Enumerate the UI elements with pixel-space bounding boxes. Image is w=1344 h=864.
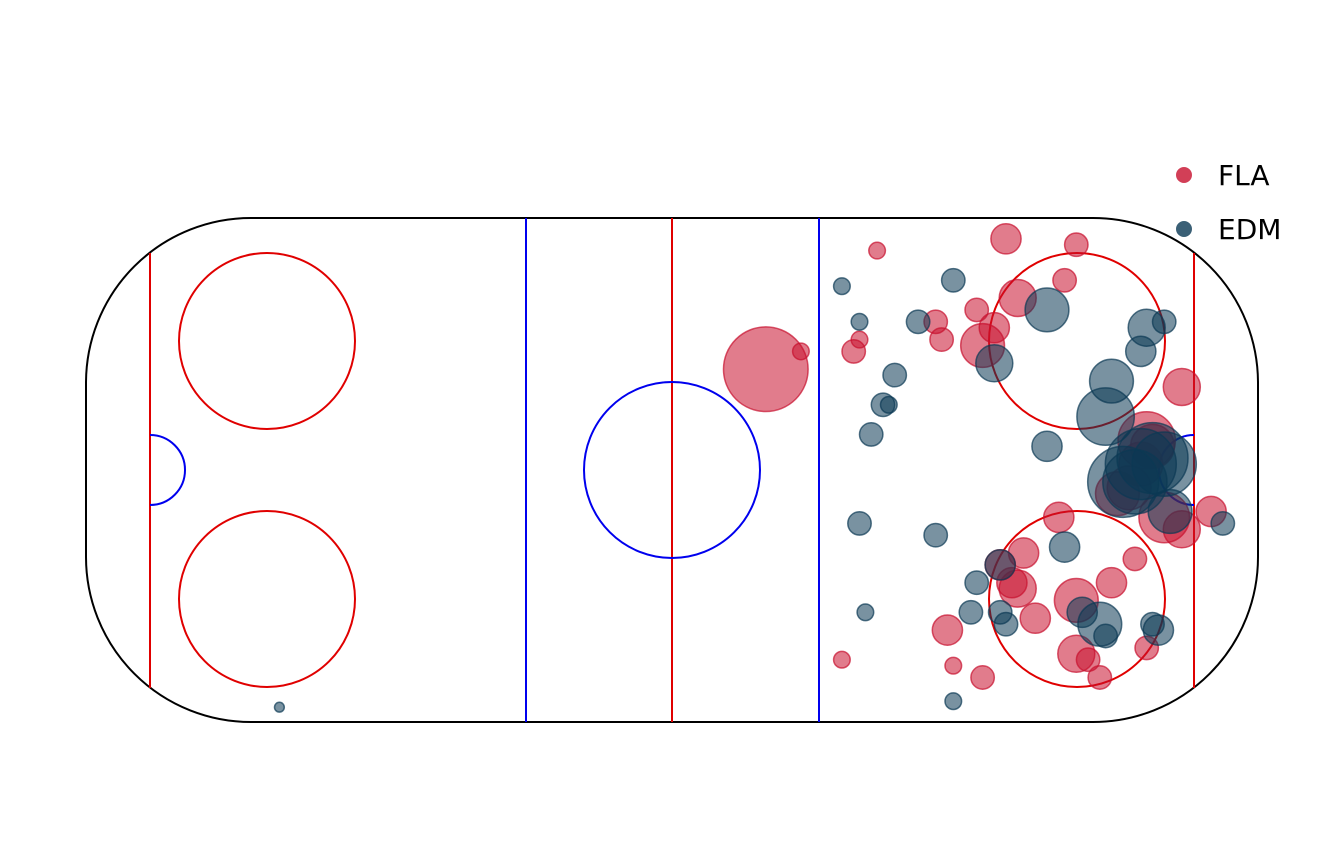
shot-point-edm [940, 267, 966, 293]
shot-point-fla [1063, 232, 1089, 258]
shot-point-edm [1124, 335, 1157, 368]
legend-marker-edm [1176, 221, 1192, 237]
shot-point-fla [1087, 665, 1113, 690]
shot-point-fla [944, 656, 963, 675]
shot-point-fla [841, 338, 867, 364]
shot-point-edm [958, 599, 984, 625]
shot-point-fla [1122, 546, 1148, 572]
shot-point-fla [931, 614, 964, 646]
shot-point-edm [905, 309, 931, 335]
shot-point-fla [868, 241, 887, 260]
legend-label-fla: FLA [1218, 158, 1270, 192]
shot-point-edm [832, 277, 851, 296]
shot-point-fla [791, 342, 810, 361]
shot-point-fla [832, 650, 851, 669]
shot-point-fla [1052, 267, 1078, 293]
shot-point-edm [847, 510, 872, 536]
shot-markers [273, 222, 1236, 713]
shot-point-edm [964, 570, 990, 596]
legend-label-edm: EDM [1218, 212, 1282, 246]
shot-point-fla [1095, 566, 1128, 599]
shot-point-edm [870, 392, 896, 418]
shot-point-edm [858, 421, 884, 447]
legend-item-edm: EDM [1168, 202, 1281, 256]
shot-point-edm [1024, 287, 1070, 333]
shot-point-edm [923, 522, 949, 548]
shot-point-edm [1142, 614, 1175, 646]
center-ice-circle [583, 381, 761, 559]
shot-point-fla [1162, 367, 1202, 407]
shot-point-fla [1019, 602, 1052, 635]
legend-marker-fla [1176, 167, 1192, 183]
shot-point-fla [929, 327, 955, 353]
shot-point-edm [1147, 488, 1193, 535]
shot-point-fla [998, 569, 1037, 608]
shot-point-fla [990, 222, 1022, 255]
legend-item-fla: FLA [1168, 148, 1281, 202]
shot-point-edm [273, 701, 286, 713]
shot-point-edm [1210, 510, 1236, 536]
shot-point-edm [1048, 531, 1081, 563]
shot-point-edm [1151, 309, 1177, 335]
shot-point-fla [1042, 501, 1075, 534]
shot-point-fla [722, 326, 809, 413]
legend: FLA EDM [1168, 148, 1281, 256]
shot-point-edm [993, 611, 1019, 637]
faceoff-circle-left-top [178, 252, 356, 430]
shot-point-edm [1093, 623, 1119, 649]
shot-point-edm [850, 312, 869, 331]
series-edm [273, 267, 1236, 713]
shot-point-edm [944, 692, 963, 711]
shot-point-edm [1086, 445, 1160, 519]
shot-point-edm [882, 362, 908, 388]
shot-point-edm [1076, 387, 1136, 447]
left-goal-crease [149, 434, 186, 506]
shot-point-edm [856, 603, 875, 622]
shot-point-fla [1075, 647, 1101, 673]
shot-point-fla [970, 665, 996, 690]
shot-point-edm [984, 549, 1017, 581]
shot-point-fla [964, 297, 990, 323]
faceoff-circle-right-bottom [988, 510, 1166, 688]
shot-point-edm [975, 344, 1014, 383]
shot-point-edm [1031, 430, 1063, 463]
faceoff-circle-left-bottom [178, 510, 356, 688]
